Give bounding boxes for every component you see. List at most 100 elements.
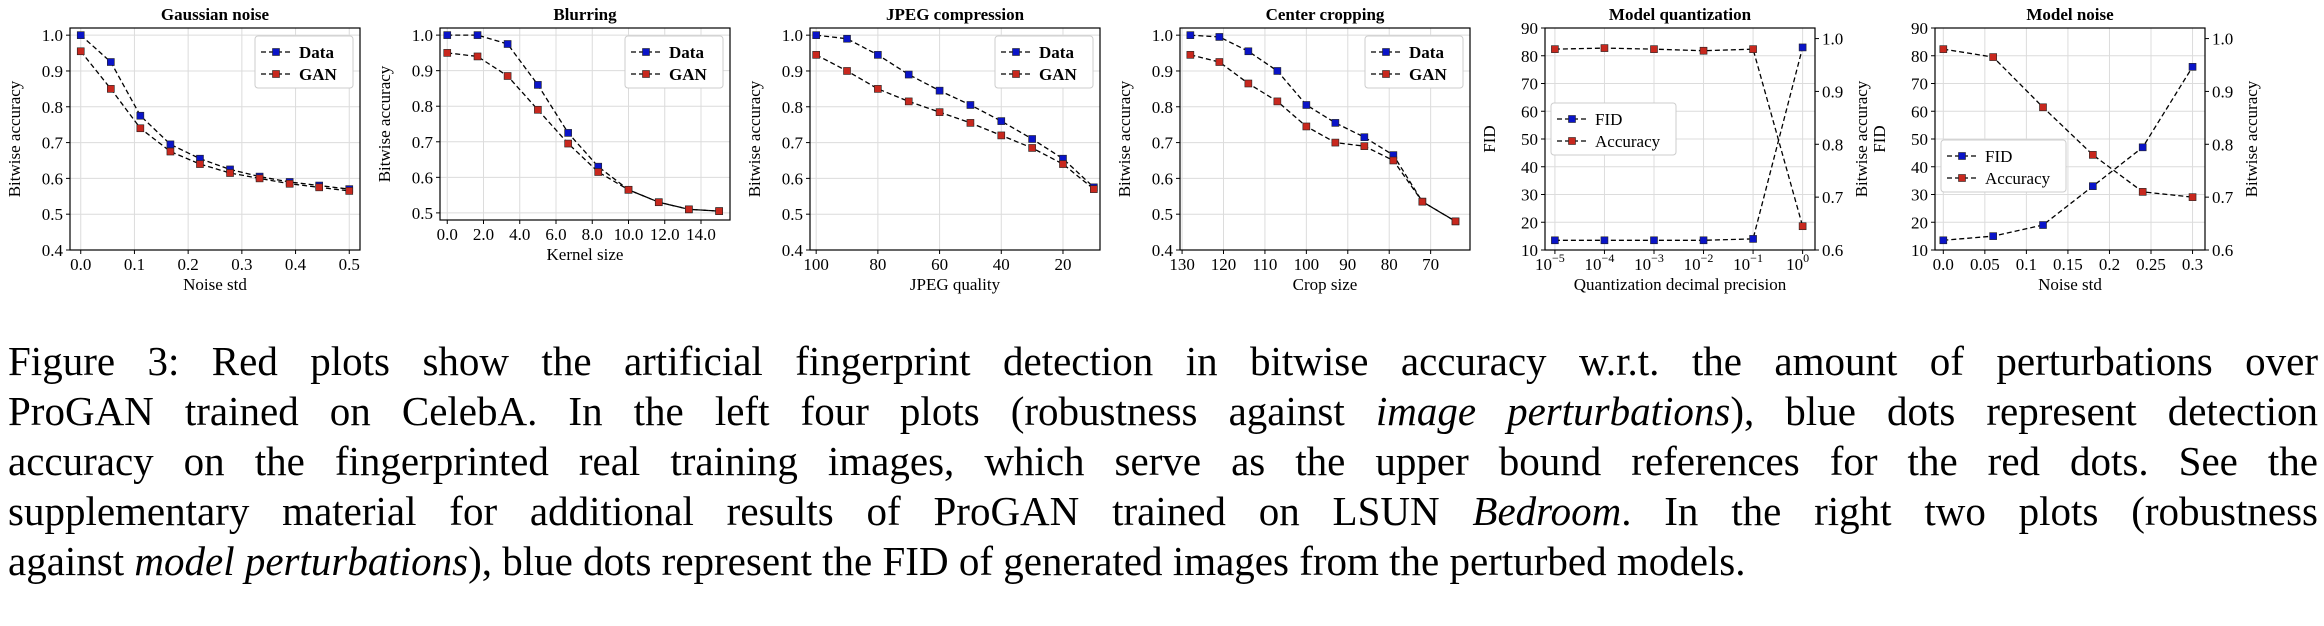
data-point-data <box>503 40 512 48</box>
data-point-accuracy <box>1551 45 1559 53</box>
data-point-gan <box>443 49 452 57</box>
x-axis-label: Kernel size <box>547 245 624 264</box>
data-point-accuracy <box>2138 188 2147 196</box>
y-tick-label: 0.9 <box>782 62 803 81</box>
y-tick-label: 0.9 <box>42 62 63 81</box>
data-point-data <box>843 34 851 43</box>
data-point-fid <box>2039 221 2047 229</box>
data-point-data <box>812 31 820 39</box>
data-point-data <box>1028 135 1036 143</box>
x-tick-label: 120 <box>1211 255 1237 274</box>
data-point-data <box>1244 47 1253 56</box>
legend-marker <box>1568 115 1576 123</box>
x-tick-label: 10−3 <box>1634 251 1664 274</box>
data-point-gan <box>1331 138 1340 147</box>
x-tick-label: 14.0 <box>686 225 716 244</box>
chart-panel-1: Gaussian noise 0.0 0.1 0.2 0.3 0.4 0.5 Noise st… <box>5 5 361 294</box>
y-tick-label: 30 <box>1521 186 1538 205</box>
caption-line: ProGAN trained on CelebA. In the left fo… <box>8 386 2318 436</box>
data-point-gan <box>76 47 85 56</box>
y-tick-label: 0.6 <box>42 169 63 188</box>
data-point-accuracy <box>2039 103 2047 112</box>
data-point-gan <box>1215 58 1224 66</box>
data-point-gan <box>904 97 913 106</box>
x-tick-label: 90 <box>1339 255 1356 274</box>
y2-tick-label: 0.7 <box>1822 188 1844 207</box>
data-point-data <box>473 31 482 39</box>
caption-text: accuracy on the fingerprinted real train… <box>8 438 2318 484</box>
y-tick-label: 0.7 <box>42 134 64 153</box>
caption-text: Figure 3: Red plots show the artificial … <box>8 338 2318 384</box>
y-tick-label: 30 <box>1911 186 1928 205</box>
data-point-gan <box>196 160 204 168</box>
data-point-data <box>1215 33 1224 41</box>
figure-panels: Gaussian noise 0.0 0.1 0.2 0.3 0.4 0.5 Noise st… <box>5 5 2261 294</box>
series-line-accuracy <box>1554 47 1804 227</box>
legend-marker <box>1012 70 1020 78</box>
data-point-fid <box>1600 236 1609 245</box>
legend-marker <box>1382 70 1390 78</box>
data-point-gan <box>997 131 1006 140</box>
y-tick-label: 0.9 <box>412 62 433 81</box>
y-axis-label: Bitwise accuracy <box>375 65 394 182</box>
legend-marker <box>1382 48 1390 56</box>
data-point-data <box>534 81 542 89</box>
y-tick-label: 0.9 <box>1152 62 1173 81</box>
data-point-gan <box>1090 185 1098 193</box>
legend-marker <box>642 48 650 56</box>
y-tick-label: 1.0 <box>42 26 63 45</box>
y-tick-label: 90 <box>1911 19 1928 38</box>
legend-box <box>1550 102 1677 156</box>
y-tick-label: 70 <box>1911 75 1928 94</box>
x-axis-label: JPEG quality <box>910 275 1001 294</box>
series-line-data <box>80 34 350 190</box>
chart-title: JPEG compression <box>886 5 1025 24</box>
data-point-data <box>1360 133 1369 142</box>
x-tick-label: 4.0 <box>509 225 530 244</box>
data-point-gan <box>345 187 354 195</box>
legend-marker <box>272 48 280 56</box>
y-tick-label: 50 <box>1911 130 1928 149</box>
y-tick-label: 0.7 <box>782 134 804 153</box>
x-tick-label: 0.3 <box>2182 255 2203 274</box>
y-tick-label: 0.8 <box>412 97 433 116</box>
data-point-gan <box>255 174 264 183</box>
x-tick-label: 0.0 <box>70 255 91 274</box>
x-tick-label: 0.2 <box>2099 255 2120 274</box>
y-tick-label: 20 <box>1521 213 1538 232</box>
caption-text: ProGAN trained on CelebA. In the left fo… <box>8 388 1376 434</box>
x-tick-label: 80 <box>1381 255 1398 274</box>
x-tick-label: 12.0 <box>650 225 680 244</box>
y-axis-label: Bitwise accuracy <box>5 80 24 197</box>
plot-frame <box>69 27 361 251</box>
x-tick-label: 0.15 <box>2053 255 2083 274</box>
legend-marker <box>1958 174 1966 182</box>
x-axis-label: Noise std <box>183 275 247 294</box>
plot-frame <box>439 27 731 221</box>
y-tick-label: 40 <box>1911 158 1928 177</box>
x-tick-label: 10−4 <box>1585 251 1615 274</box>
plot-frame <box>809 27 1101 251</box>
data-point-accuracy <box>1600 44 1609 52</box>
y-tick-label: 0.5 <box>1152 205 1173 224</box>
data-point-data <box>107 58 115 66</box>
caption-line: supplementary material for additional re… <box>8 486 2318 536</box>
legend-label: GAN <box>1409 65 1448 84</box>
y-tick-label: 0.8 <box>42 98 63 117</box>
x-tick-label: 0.25 <box>2136 255 2166 274</box>
y-tick-label: 20 <box>1911 213 1928 232</box>
data-point-gan <box>1360 142 1369 150</box>
data-point-fid <box>2138 143 2147 152</box>
x-tick-label: 0.4 <box>285 255 307 274</box>
x-tick-label: 130 <box>1169 255 1195 274</box>
x-tick-label: 10−5 <box>1535 251 1565 274</box>
data-point-gan <box>715 207 723 215</box>
data-point-gan <box>935 108 944 116</box>
legend-label: GAN <box>669 65 708 84</box>
legend-label: Data <box>1409 43 1444 62</box>
data-point-accuracy <box>1989 53 1997 61</box>
data-point-gan <box>654 198 663 207</box>
data-point-gan <box>136 124 145 133</box>
y2-tick-label: 1.0 <box>2212 30 2233 49</box>
data-point-data <box>564 129 572 137</box>
